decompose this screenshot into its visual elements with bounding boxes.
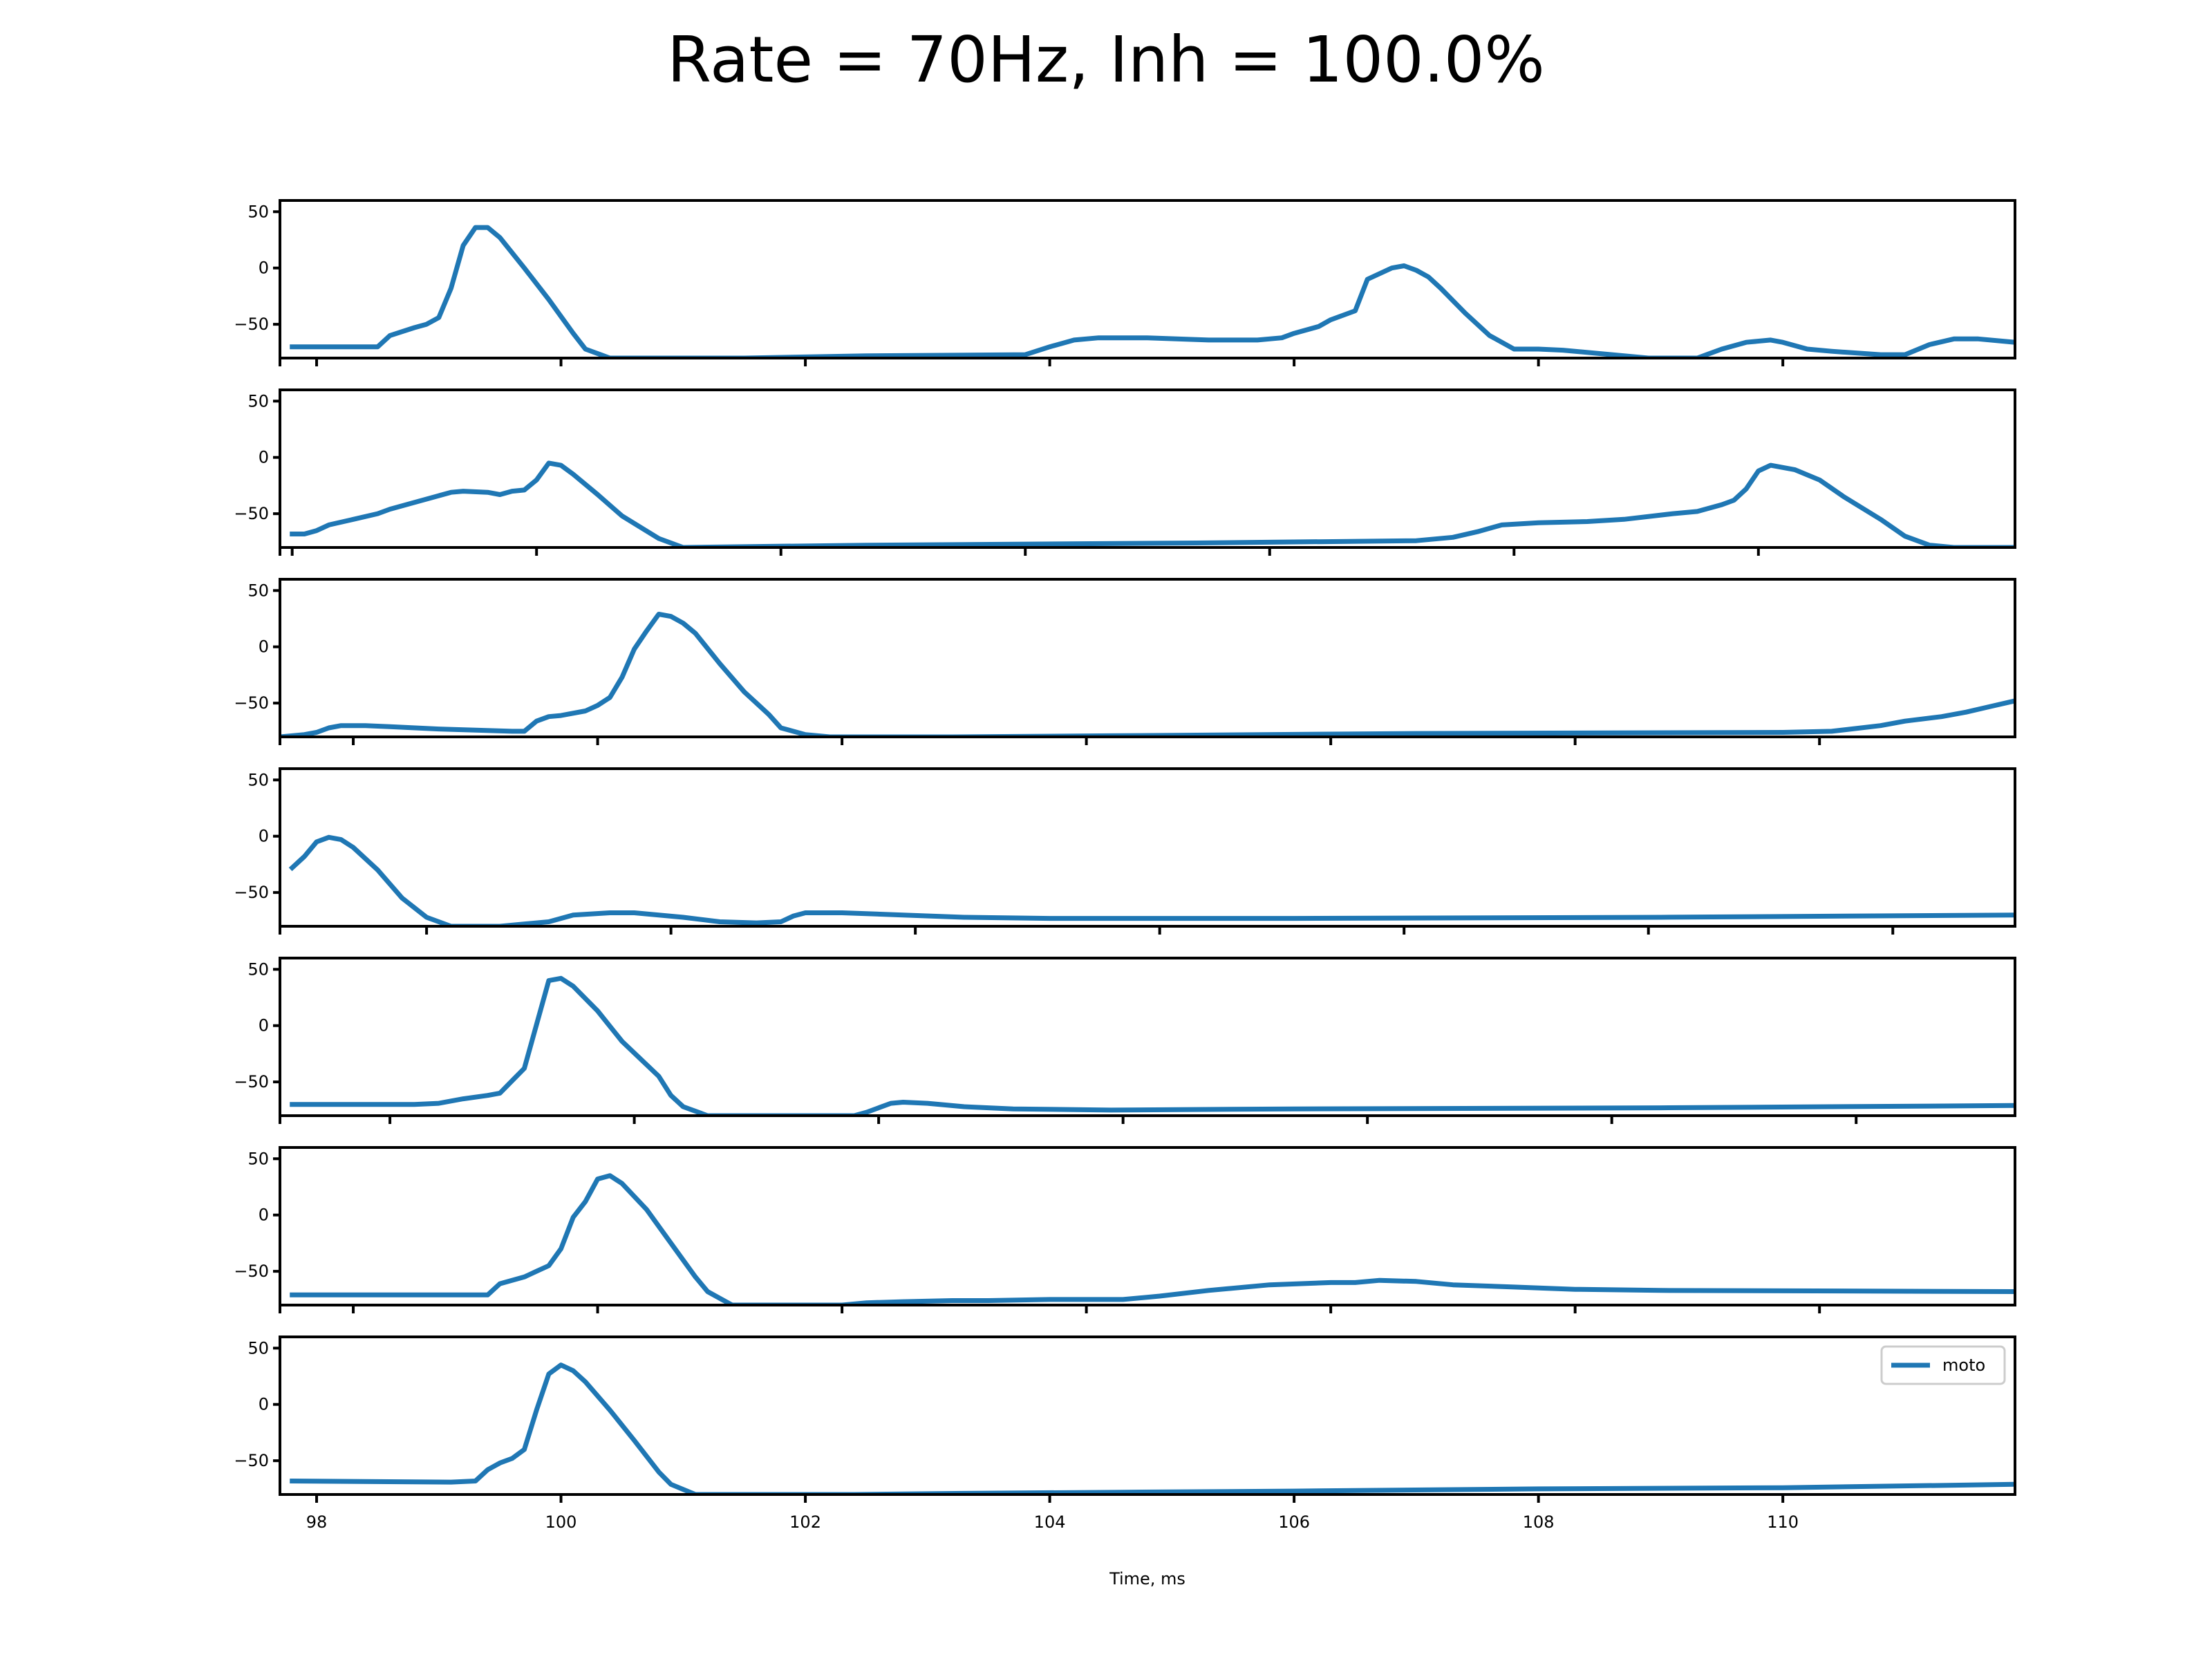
y-tick-label: 50: [247, 959, 269, 979]
plot-frame: [279, 1335, 2016, 1496]
x-tick-label: 110: [1767, 1512, 1799, 1532]
x-tick-label: 106: [1278, 1512, 1310, 1532]
plot-frame: [279, 199, 2016, 359]
y-tick-label: 0: [259, 1395, 269, 1414]
y-tick-label: 0: [259, 1016, 269, 1035]
series-line-panel-6: [290, 1173, 2015, 1305]
y-tick-label: 0: [259, 1206, 269, 1225]
y-tick-label: 0: [259, 448, 269, 467]
series-line-panel-2: [290, 460, 2015, 547]
subplot-1: 50 0 −50: [234, 199, 2016, 366]
subplot-5: 50 0 −50: [234, 957, 2016, 1124]
subplot-4: 50 0 −50: [234, 767, 2016, 935]
series-line-panel-5: [290, 975, 2015, 1116]
x-axis-label: Time, ms: [1109, 1569, 1185, 1588]
chart-title: Rate = 70Hz, Inh = 100.0%: [667, 23, 1545, 97]
x-tick-label: 104: [1034, 1512, 1066, 1532]
plot-frame: [279, 1146, 2016, 1306]
y-tick-label: −50: [234, 315, 269, 334]
subplot-2: 50 0 −50: [234, 388, 2016, 556]
plot-frame: [279, 957, 2016, 1117]
y-tick-label: 50: [247, 1338, 269, 1358]
series-line-panel-4: [288, 834, 2015, 926]
series-line-panel-3: [280, 612, 2015, 737]
plot-frame: [279, 388, 2016, 549]
x-tick-label: 100: [545, 1512, 577, 1532]
subplot-7: 50 0 −50 98 100 102 104 106 108 110 moto: [234, 1335, 2016, 1532]
series-line-moto: [290, 1362, 2015, 1494]
y-tick-label: 0: [259, 259, 269, 278]
y-tick-label: 50: [247, 1149, 269, 1168]
y-tick-label: 0: [259, 637, 269, 657]
subplot-3: 50 0 −50: [234, 578, 2016, 745]
plot-frame: [279, 578, 2016, 738]
series-line-panel-1: [290, 225, 2015, 358]
subplot-grid: 50 0 −50 50 0 −50 50 0 −50 50 0 −50 50 0 −50 50 0 −50 50 0 −…: [234, 199, 2016, 1532]
legend-box: [1880, 1345, 2006, 1385]
y-tick-label: −50: [234, 883, 269, 902]
legend: moto: [1880, 1345, 2006, 1385]
y-tick-label: −50: [234, 693, 269, 713]
y-tick-label: 50: [247, 581, 269, 600]
x-tick-label: 102: [789, 1512, 821, 1532]
y-tick-label: 50: [247, 202, 269, 221]
y-tick-label: −50: [234, 1072, 269, 1091]
plot-frame: [279, 767, 2016, 928]
y-tick-label: −50: [234, 504, 269, 523]
y-tick-label: 50: [247, 770, 269, 789]
y-tick-label: −50: [234, 1451, 269, 1470]
subplot-6: 50 0 −50: [234, 1146, 2016, 1313]
legend-label: moto: [1942, 1356, 1985, 1375]
y-tick-label: 50: [247, 391, 269, 411]
y-tick-label: 0: [259, 827, 269, 846]
x-tick-label: 108: [1523, 1512, 1555, 1532]
y-tick-label: −50: [234, 1262, 269, 1281]
x-tick-label: 98: [306, 1512, 328, 1532]
